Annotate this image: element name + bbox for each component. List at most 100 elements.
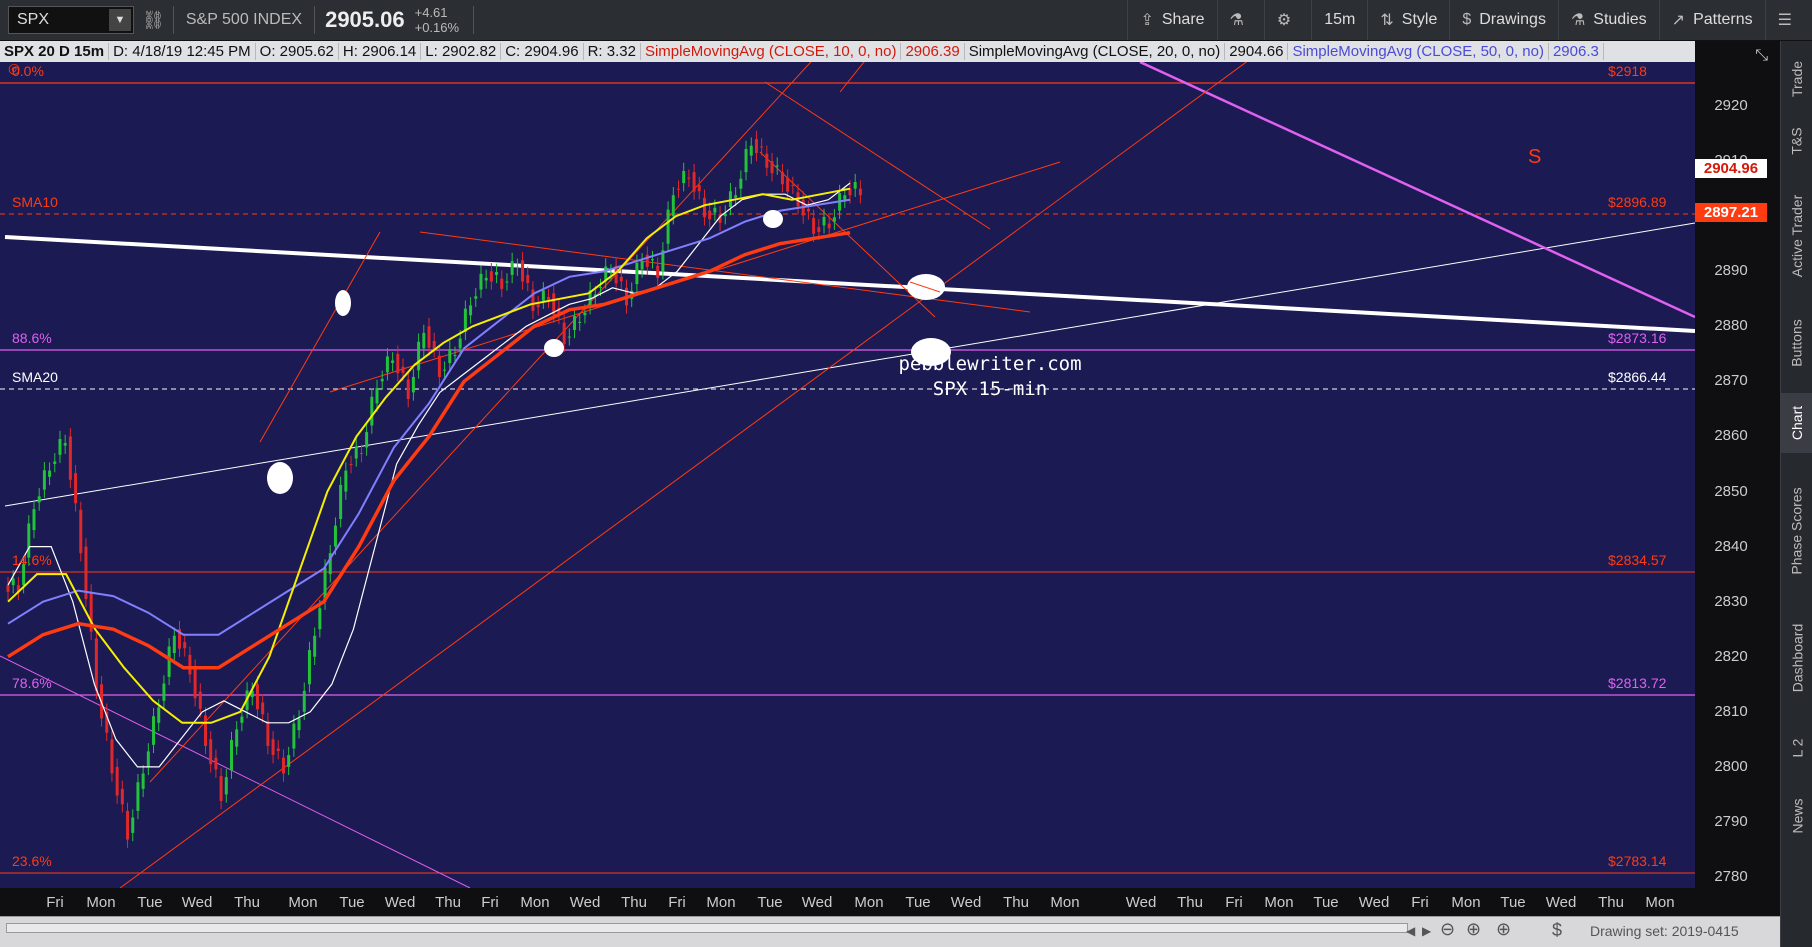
sidebar-tab-label: Phase Scores (1789, 487, 1806, 575)
candle-body (370, 396, 374, 426)
time-tick-label: Fri (1411, 894, 1429, 911)
price-tick-label: 2840 (1714, 537, 1748, 555)
price-chart[interactable]: 0.0% ◎ $2918 SMA10 $2896.89 88.6% $2873.… (0, 41, 1696, 889)
horizontal-scrollbar[interactable] (6, 923, 1408, 933)
sidebar-tab-buttons[interactable]: Buttons (1781, 303, 1812, 383)
red-channel-6[interactable] (764, 81, 991, 230)
scroll-left-icon[interactable]: ◀ (1406, 924, 1416, 938)
time-tick-label: Thu (1598, 894, 1624, 911)
collapse-icon[interactable]: ⤡ (1755, 47, 1768, 64)
annotation-site: pebblewriter.com (898, 353, 1082, 375)
candle-body (614, 265, 618, 284)
marker-ellipse[interactable] (763, 210, 783, 228)
candle-body (749, 145, 753, 156)
candle-body (193, 667, 197, 699)
sidebar-tab-label: Chart (1789, 405, 1806, 441)
main-trendline[interactable] (4, 235, 1696, 333)
candle-body (167, 646, 171, 677)
candle-body (469, 305, 473, 316)
thin-trendline[interactable] (4, 222, 1696, 507)
flask-button[interactable]: ⚗ (1216, 0, 1264, 40)
candle-body (401, 366, 405, 373)
candle-body (775, 165, 779, 167)
bottom-bar: ◀ ▶ ⊖ ⊕ ⊕ $ Drawing set: 2019-0415 (0, 916, 1780, 947)
sidebar-tab-news[interactable]: News (1781, 781, 1812, 851)
red-channel-8[interactable] (839, 41, 881, 93)
dollar-drawing-icon[interactable]: $ (1552, 920, 1563, 940)
candle-body (702, 197, 706, 218)
candle-body (63, 443, 67, 446)
candle-body (178, 629, 182, 649)
sidebar-tab-l2[interactable]: L 2 (1781, 723, 1812, 773)
sidebar-tab-chart[interactable]: Chart (1781, 393, 1812, 453)
time-tick-label: Tue (905, 894, 931, 911)
candle-body (287, 755, 291, 767)
link-icon[interactable]: ⛓ (142, 9, 165, 30)
marker-ellipse[interactable] (267, 462, 293, 494)
marker-ellipse[interactable] (911, 338, 951, 366)
sidebar-tab-phase-scores[interactable]: Phase Scores (1781, 471, 1812, 591)
drawing-set-label[interactable]: Drawing set: 2019-0415 (1590, 923, 1739, 939)
marker-ellipse[interactable] (544, 339, 564, 357)
pink-trendline[interactable] (1139, 60, 1696, 319)
candle-body (479, 273, 483, 290)
sidebar-tab-trade[interactable]: Trade (1781, 49, 1812, 109)
fib-price-0: $2918 (1608, 63, 1647, 79)
candle-body (417, 341, 421, 371)
sma20-line[interactable] (7, 187, 851, 724)
candle-body (344, 470, 348, 492)
annotation-text: pebblewriter.com SPX 15-min (890, 352, 1090, 402)
red-channel-3[interactable] (259, 231, 381, 443)
pink-lower-line[interactable] (0, 655, 471, 889)
candle-body (806, 208, 810, 212)
red-channel-1[interactable] (119, 51, 1261, 889)
candle-body (484, 277, 488, 281)
candle-body (120, 788, 124, 805)
candle-body (255, 684, 259, 710)
red-channel-2[interactable] (149, 51, 821, 783)
candle-body (281, 757, 285, 774)
sidebar-tab-ts[interactable]: T&S (1781, 116, 1812, 166)
sma50-blue-line[interactable] (7, 198, 851, 636)
bar-close: C: 2904.96 (501, 43, 584, 60)
sma-red-line[interactable] (7, 230, 851, 670)
time-axis[interactable]: Fri Mon Tue Wed Thu Mon Tue Wed Thu Fri Mon Wed Thu F… (0, 888, 1780, 916)
scroll-right-icon[interactable]: ▶ (1422, 924, 1432, 938)
marker-ellipse[interactable] (335, 290, 351, 316)
patterns-button[interactable]: ↗ Patterns (1658, 0, 1765, 40)
candle-body (396, 353, 400, 374)
studies-label: Studies (1593, 11, 1647, 28)
chevron-down-icon[interactable]: ▼ (109, 9, 131, 31)
style-button[interactable]: ⇅ Style (1367, 0, 1449, 40)
price-tick-label: 2790 (1714, 812, 1748, 830)
crosshair-icon[interactable]: ⊕ (1466, 919, 1482, 939)
candle-body (573, 316, 577, 330)
zoom-in-icon[interactable]: ⊕ (1496, 919, 1512, 939)
candle-body (728, 191, 732, 208)
interval-button[interactable]: 15m (1311, 0, 1367, 40)
time-tick-label: Fri (668, 894, 686, 911)
sma20-value: 2904.66 (1225, 43, 1289, 60)
menu-button[interactable]: ☰ (1764, 0, 1812, 40)
zoom-out-icon[interactable]: ⊖ (1440, 919, 1456, 939)
net-change: +4.61 +0.16% (415, 5, 473, 35)
fib-label-786: 78.6% (12, 675, 52, 691)
sma10-line[interactable] (7, 182, 851, 768)
price-axis[interactable]: 2780 2790 2800 2810 2820 2830 2840 2850 2860 2870… (1695, 41, 1780, 888)
candle-body (744, 149, 748, 173)
share-button[interactable]: ⇪ Share (1127, 0, 1216, 40)
settings-button[interactable]: ⚙ (1263, 0, 1311, 40)
sidebar-tab-dashboard[interactable]: Dashboard (1781, 603, 1812, 713)
sidebar-tab-active-trader[interactable]: Active Trader (1781, 181, 1812, 291)
time-tick-label: Mon (288, 894, 318, 911)
candle-body (692, 172, 696, 192)
time-tick-label: Fri (481, 894, 499, 911)
candle-body (276, 748, 280, 752)
candle-body (229, 740, 233, 771)
symbol-selector[interactable]: SPX ▼ (8, 6, 134, 34)
drawings-button[interactable]: $ Drawings (1449, 0, 1558, 40)
chart-canvas[interactable] (0, 41, 1696, 889)
studies-button[interactable]: ⚗ Studies (1557, 0, 1659, 40)
sma20-level-label: SMA20 (12, 369, 58, 385)
candle-body (754, 139, 758, 154)
